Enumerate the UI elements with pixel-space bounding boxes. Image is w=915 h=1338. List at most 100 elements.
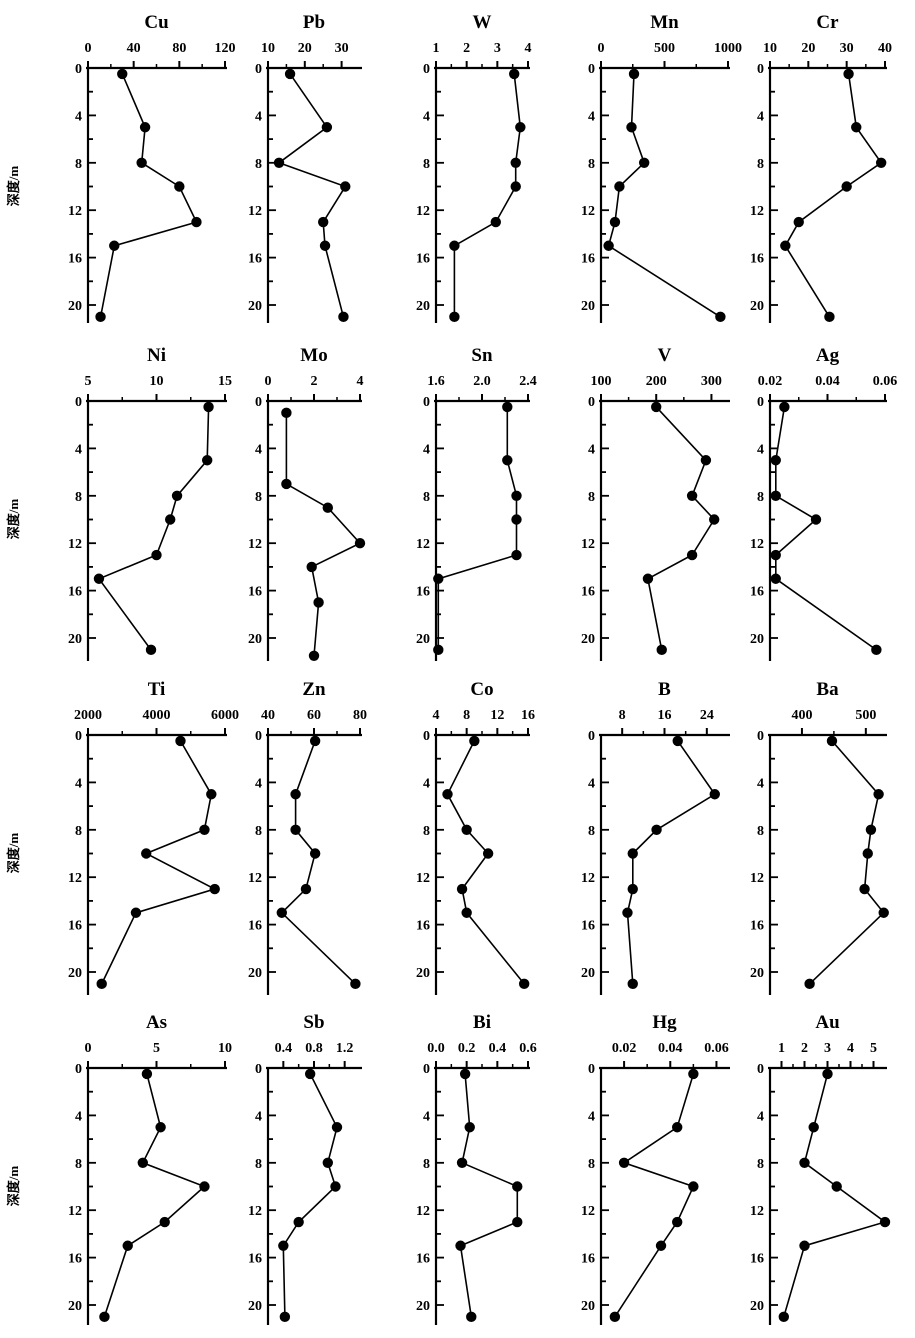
data-point-cu [95,311,106,323]
panel-cu: Cu 0 40 80 120 0 4 8 12 16 20 深度/m [6,12,236,323]
data-point-pb [273,157,285,168]
y-tick-label-co: 20 [416,966,430,981]
y-tick-label-pb: 4 [255,109,262,124]
y-tick-label-zn: 8 [255,824,262,839]
data-point-b [627,848,638,859]
y-tick-label-w: 8 [423,157,430,172]
data-point-cr [875,157,887,168]
data-point-ti [96,978,107,990]
y-tick-label-b: 20 [581,966,595,981]
data-point-cu [191,216,202,228]
data-point-mn [603,240,614,251]
panel-zn: Zn 40 60 80 0 4 8 12 16 20 [248,679,367,995]
y-tick-label-ba: 12 [750,871,764,886]
x-tick-label-bi: 0.4 [489,1041,507,1056]
y-tick-label-cr: 0 [757,62,764,77]
y-tick-label-ag: 0 [757,395,764,410]
x-tick-label-ti: 6000 [211,708,239,723]
data-point-zn [290,789,301,800]
data-point-ni [93,573,105,584]
y-tick-label-ti: 8 [75,824,82,839]
data-point-ti [206,789,217,800]
data-point-v [686,490,698,501]
data-point-cr [793,216,804,228]
y-tick-label-as: 0 [75,1062,82,1077]
panel-title-bi: Bi [473,1012,491,1033]
x-tick-label-sb: 0.8 [305,1041,323,1056]
y-tick-label-ni: 4 [75,442,82,457]
x-tick-label-cu: 80 [172,41,186,56]
y-tick-label-ni: 0 [75,395,82,410]
y-tick-label-cu: 8 [75,157,82,172]
data-point-ni [201,455,213,466]
data-point-as [155,1122,166,1133]
y-tick-label-hg: 16 [581,1252,595,1267]
y-tick-label-w: 20 [416,299,430,314]
series-line-cr [784,73,883,318]
data-point-co [469,735,480,747]
x-tick-label-sb: 1.2 [336,1041,354,1056]
panel-hg: Hg 0.02 0.04 0.06 0 4 8 12 16 20 [581,1012,730,1325]
data-point-ti [175,735,186,747]
data-point-w [449,311,460,323]
y-tick-label-sn: 8 [423,490,430,505]
data-point-hg [618,1157,630,1169]
data-point-zn [300,883,312,895]
x-tick-label-mo: 0 [265,374,272,389]
data-point-b [622,907,633,918]
y-tick-label-sb: 16 [248,1252,262,1267]
y-tick-label-v: 16 [581,585,595,600]
data-point-mn [614,181,625,192]
data-point-sn [511,514,522,525]
series-line-mn [607,73,721,318]
y-tick-label-as: 8 [75,1157,82,1172]
x-tick-label-mo: 2 [311,374,318,389]
panel-title-ni: Ni [147,345,166,366]
y-tick-label-b: 16 [581,919,595,934]
panel-title-v: V [658,345,672,366]
data-point-mo [306,561,317,573]
data-point-sn [511,549,522,561]
data-point-sb [330,1181,341,1192]
y-tick-label-au: 8 [757,1157,764,1172]
data-point-hg [688,1068,699,1080]
y-tick-label-au: 0 [757,1062,764,1077]
y-tick-label-mo: 16 [248,585,262,600]
x-tick-label-mn: 1000 [714,41,742,56]
x-tick-label-ni: 5 [85,374,92,389]
data-point-mn [626,122,637,133]
data-point-bi [464,1122,475,1133]
data-point-v [708,514,720,525]
data-point-au [778,1311,789,1323]
x-tick-label-w: 1 [433,41,440,56]
y-tick-label-sb: 4 [255,1109,262,1124]
x-tick-label-cr: 30 [840,41,854,56]
y-tick-label-b: 0 [588,729,595,744]
series-line-as [103,1073,206,1318]
data-point-zn [309,848,321,859]
data-point-w [510,157,521,168]
x-tick-label-ni: 15 [218,374,232,389]
x-tick-label-pb: 30 [335,41,349,56]
x-tick-label-co: 4 [433,708,440,723]
y-tick-label-ti: 12 [68,871,82,886]
data-point-zn [309,735,321,747]
data-point-mo [354,538,366,549]
data-point-ti [209,883,220,895]
y-tick-label-zn: 12 [248,871,262,886]
x-tick-label-au: 4 [847,1041,854,1056]
y-tick-label-pb: 0 [255,62,262,77]
x-tick-label-w: 3 [494,41,501,56]
data-point-hg [688,1181,699,1192]
series-line-au [783,1073,887,1318]
data-point-w [490,216,501,228]
data-point-ba [878,907,889,918]
y-tick-label-mo: 4 [255,442,262,457]
y-tick-label-ba: 16 [750,919,764,934]
data-point-sb [304,1068,316,1080]
data-point-cr [851,122,862,133]
y-tick-label-au: 20 [750,1299,764,1314]
panel-ti: Ti 2000 4000 6000 0 4 8 12 16 20 深度/m [6,679,239,995]
data-point-co [518,978,530,990]
